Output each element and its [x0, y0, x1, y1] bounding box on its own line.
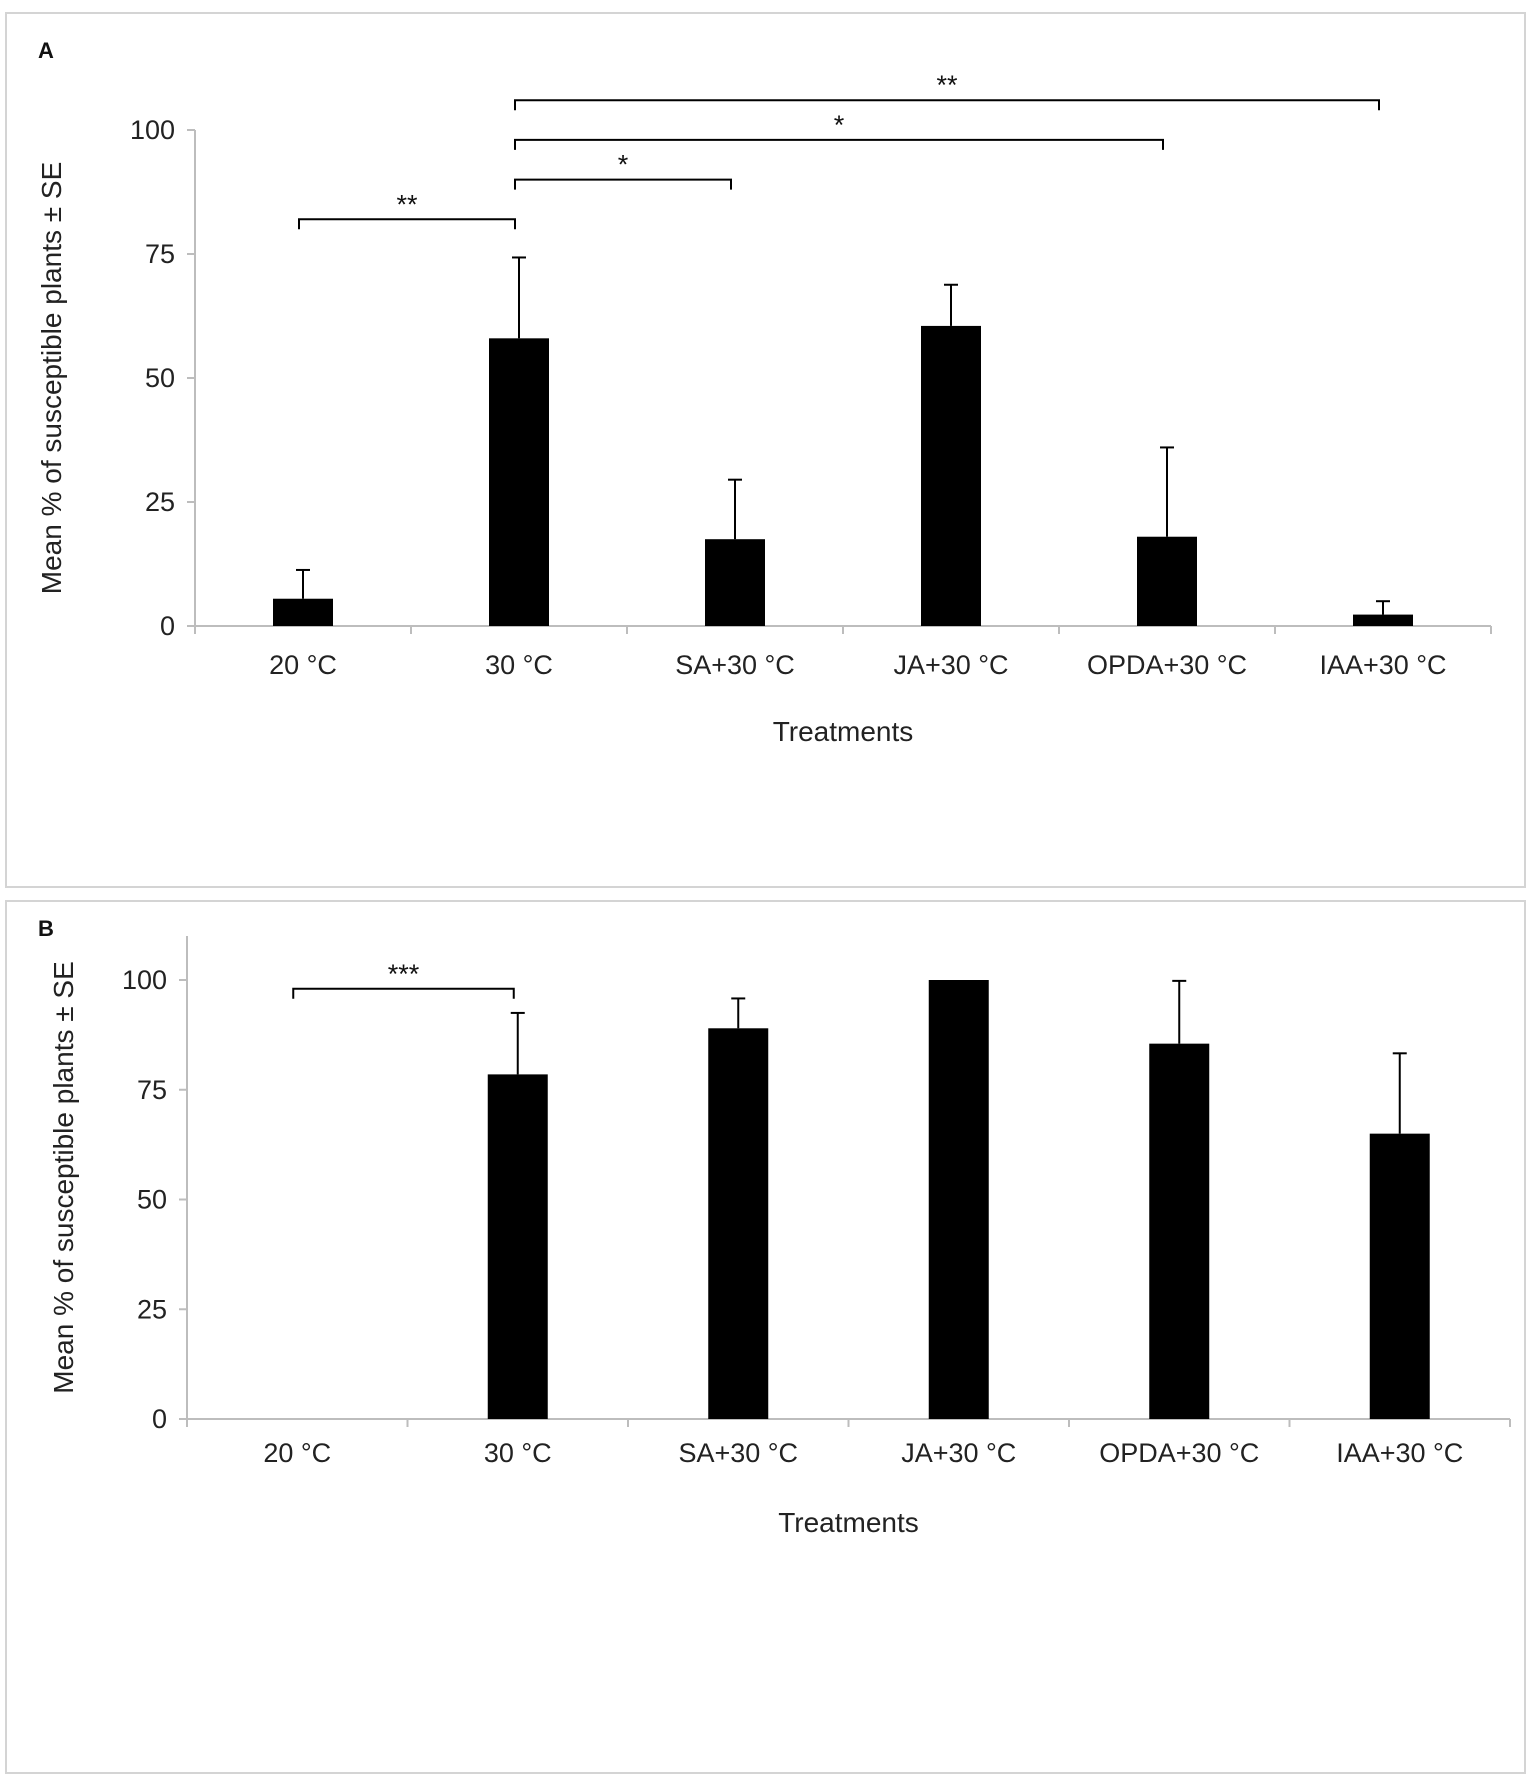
bar [273, 598, 333, 626]
y-tick-label: 75 [137, 1075, 167, 1105]
significance-bracket [292, 987, 515, 999]
significance-label: * [618, 150, 629, 180]
x-axis-title: Treatments [773, 716, 914, 747]
y-tick-label: 0 [152, 1404, 167, 1434]
category-label: 30 °C [484, 1438, 552, 1468]
y-tick-label: 50 [145, 363, 175, 393]
y-tick-label: 25 [137, 1294, 167, 1324]
y-tick-label: 100 [130, 115, 175, 145]
category-label: OPDA+30 °C [1087, 650, 1247, 680]
category-label: 20 °C [269, 650, 337, 680]
bar [708, 1028, 769, 1419]
panel-letter: A [38, 38, 54, 63]
bar [921, 325, 981, 626]
y-tick-label: 0 [160, 611, 175, 641]
category-label: IAA+30 °C [1336, 1438, 1463, 1468]
significance-label: ** [396, 189, 418, 219]
bar [1149, 1043, 1210, 1419]
significance-bracket [514, 178, 732, 190]
bar [705, 539, 765, 626]
significance-bracket [514, 99, 1380, 111]
chart-a-svg: A 0 25 50 75 100 20 °C 30 °C SA+30 °C JA+30 °C OPD… [36, 38, 1492, 747]
bar [487, 1074, 548, 1419]
y-axis-title: Mean % of susceptible plants ± SE [48, 961, 79, 1393]
bar [489, 338, 549, 626]
category-label: IAA+30 °C [1319, 650, 1446, 680]
category-label: 30 °C [485, 650, 553, 680]
y-tick-label: 100 [122, 965, 167, 995]
y-axis-title: Mean % of susceptible plants ± SE [36, 162, 67, 594]
y-tick-label: 75 [145, 239, 175, 269]
category-label: 20 °C [263, 1438, 331, 1468]
significance-bracket [514, 138, 1164, 150]
y-tick-label: 50 [137, 1185, 167, 1215]
significance-label: * [834, 110, 845, 140]
category-label: JA+30 °C [893, 650, 1008, 680]
significance-bracket [298, 218, 516, 230]
category-label: SA+30 °C [675, 650, 795, 680]
chart-panel-b: B 0 25 50 75 100 20 °C 30 °C SA+30 °C JA+30 °C OPD… [5, 900, 1526, 1774]
bar [1369, 1133, 1430, 1419]
panel-letter: B [38, 916, 54, 941]
category-label: OPDA+30 °C [1099, 1438, 1259, 1468]
category-label: JA+30 °C [901, 1438, 1016, 1468]
bar [928, 980, 989, 1419]
significance-label: ** [936, 70, 958, 100]
chart-b-svg: B 0 25 50 75 100 20 °C 30 °C SA+30 °C JA+30 °C OPD… [38, 916, 1511, 1538]
bar [1137, 536, 1197, 626]
chart-panel-a: A 0 25 50 75 100 20 °C 30 °C SA+30 °C JA+30 °C OPD… [5, 12, 1526, 888]
bar [1353, 614, 1413, 626]
y-tick-label: 25 [145, 487, 175, 517]
x-axis-title: Treatments [778, 1507, 919, 1538]
significance-label: *** [388, 959, 420, 989]
category-label: SA+30 °C [678, 1438, 798, 1468]
